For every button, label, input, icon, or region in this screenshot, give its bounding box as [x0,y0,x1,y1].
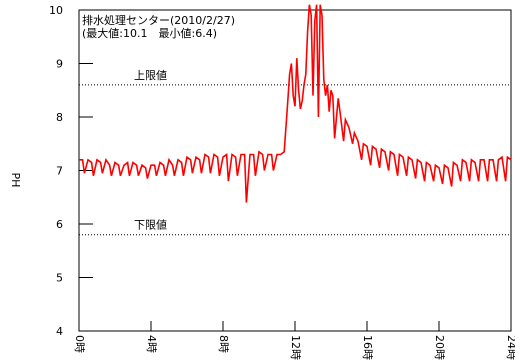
plot-frame [78,9,512,332]
x-tick-label: 24時 [505,335,515,360]
chart-subtitle: (最大値:10.1 最小値:6.4) [82,26,217,40]
y-tick-label: 4 [56,325,63,338]
y-axis-label: PH [9,173,22,188]
y-tick-label: 8 [56,111,63,124]
x-tick-label: 0時 [73,335,86,353]
y-axis-ticks: 4 5 6 7 8 9 10 [49,4,93,338]
x-tick-label: 16時 [361,335,374,360]
ph-series-line [79,4,512,203]
y-tick-label: 7 [56,165,63,178]
y-tick-label: 5 [56,272,63,285]
y-tick-label: 10 [49,4,63,17]
lower-limit-label: 下限値 [134,219,167,232]
upper-limit-label: 上限値 [134,69,167,82]
y-tick-label: 6 [56,218,63,231]
x-tick-label: 8時 [217,335,230,353]
y-tick-label: 9 [56,58,63,71]
x-tick-label: 20時 [433,335,446,360]
series-group [79,4,512,203]
x-tick-label: 4時 [145,335,158,353]
x-tick-label: 12時 [289,335,302,360]
x-axis-ticks: 0時 4時 8時 12時 16時 20時 24時 [73,321,515,360]
chart-title: 排水処理センター(2010/2/27) [82,13,235,27]
